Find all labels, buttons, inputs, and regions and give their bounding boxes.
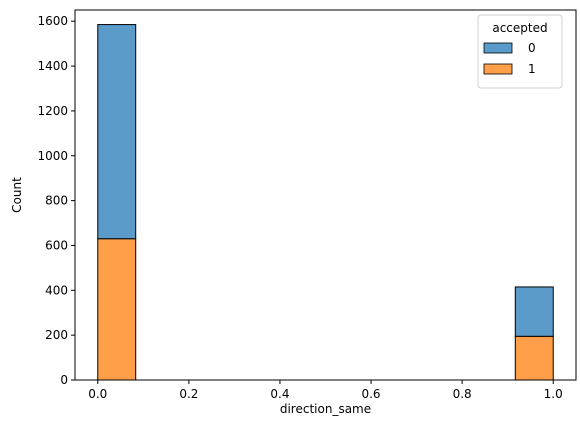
bar-bin-1-accepted-1	[514, 335, 554, 381]
x-tick-label: 1.0	[544, 387, 563, 401]
plot-frame	[74, 9, 577, 381]
x-tick-label: 0.6	[361, 387, 380, 401]
x-tick-label: 0.8	[453, 387, 472, 401]
y-tick-label: 600	[45, 238, 68, 252]
legend-label-1: 1	[528, 62, 536, 76]
legend-swatch-1	[483, 63, 513, 75]
bar-bin-1-accepted-0	[514, 286, 554, 337]
legend: accepted 0 1	[477, 14, 563, 89]
x-tick-label: 0.4	[270, 387, 289, 401]
y-tick-label: 1600	[37, 14, 68, 28]
axes-layer	[74, 9, 577, 381]
y-tick-label: 1200	[37, 104, 68, 118]
y-ticks: 0 200 400 600 800 1000 1200 1400 1600	[37, 14, 75, 387]
legend-swatch-0	[483, 42, 513, 54]
y-tick-label: 400	[45, 283, 68, 297]
bar-bin-0-accepted-0	[97, 24, 137, 240]
x-ticks: 0.0 0.2 0.4 0.6 0.8 1.0	[88, 380, 563, 401]
y-tick-label: 800	[45, 194, 68, 208]
y-tick-label: 0	[60, 373, 68, 387]
y-axis-label: Count	[10, 177, 24, 213]
x-axis-label: direction_same	[280, 402, 371, 416]
x-tick-label: 0.2	[179, 387, 198, 401]
bar-bin-0-accepted-1	[97, 238, 137, 381]
x-tick-label: 0.0	[88, 387, 107, 401]
y-tick-label: 1000	[37, 149, 68, 163]
y-tick-label: 200	[45, 328, 68, 342]
y-tick-label: 1400	[37, 59, 68, 73]
legend-label-0: 0	[528, 41, 536, 55]
bars-layer	[97, 24, 554, 381]
legend-title: accepted	[492, 21, 547, 35]
